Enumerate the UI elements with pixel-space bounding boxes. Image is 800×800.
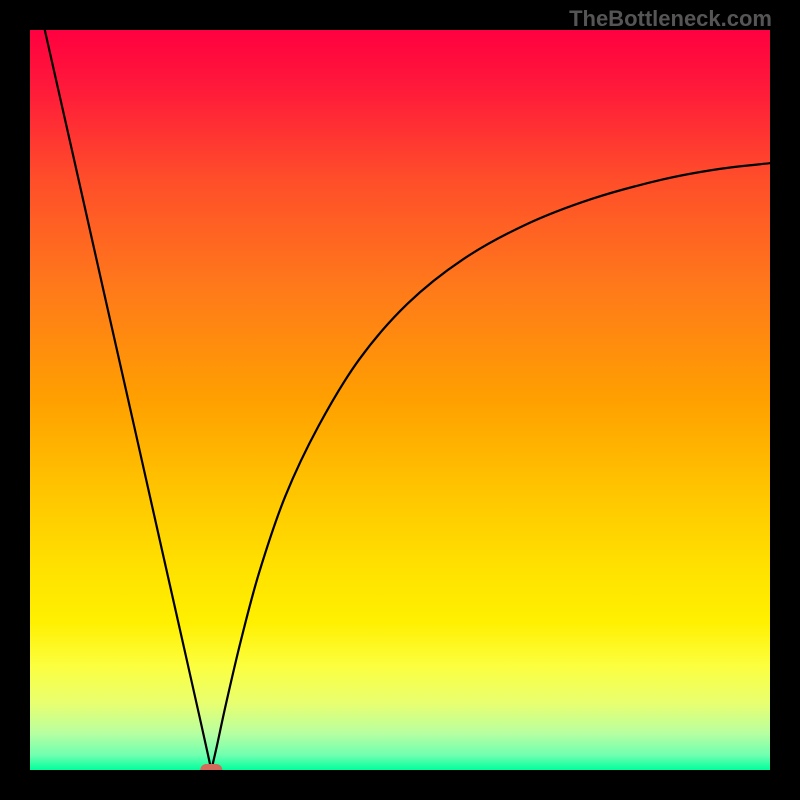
optimum-marker xyxy=(200,764,222,770)
plot-svg xyxy=(30,30,770,770)
gradient-background xyxy=(30,30,770,770)
chart-container: TheBottleneck.com xyxy=(0,0,800,800)
watermark-text: TheBottleneck.com xyxy=(569,6,772,32)
plot-area xyxy=(30,30,770,770)
